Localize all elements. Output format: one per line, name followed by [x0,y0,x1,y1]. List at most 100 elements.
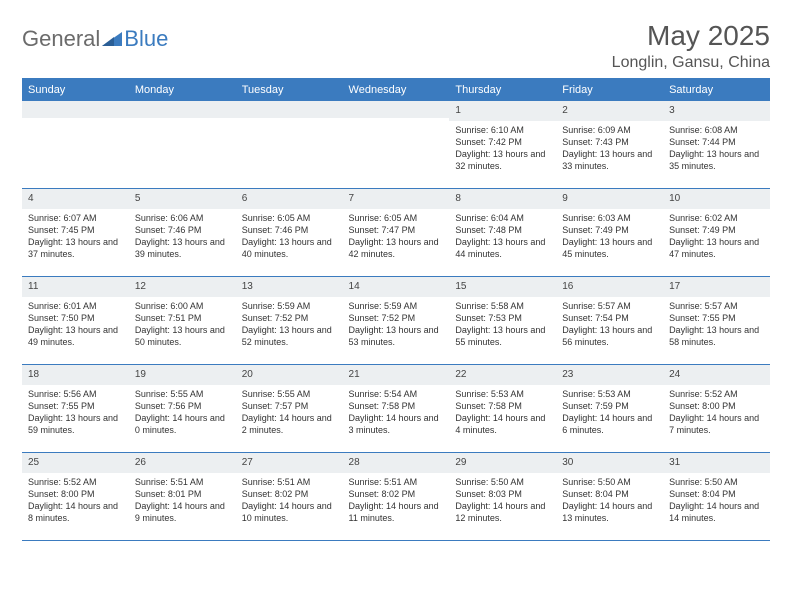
day-body: Sunrise: 5:50 AMSunset: 8:04 PMDaylight:… [556,473,663,531]
day-body: Sunrise: 6:07 AMSunset: 7:45 PMDaylight:… [22,209,129,267]
sunrise-line: Sunrise: 5:50 AM [455,476,550,488]
logo-triangle-icon [100,26,124,52]
day-body: Sunrise: 5:52 AMSunset: 8:00 PMDaylight:… [663,385,770,443]
sunset-line: Sunset: 8:02 PM [242,488,337,500]
header: General Blue May 2025 Longlin, Gansu, Ch… [22,20,770,72]
sunrise-line: Sunrise: 5:54 AM [349,388,444,400]
sunset-line: Sunset: 7:46 PM [242,224,337,236]
sunset-line: Sunset: 7:49 PM [562,224,657,236]
calendar-day-cell: 5Sunrise: 6:06 AMSunset: 7:46 PMDaylight… [129,189,236,277]
calendar-day-cell: 29Sunrise: 5:50 AMSunset: 8:03 PMDayligh… [449,453,556,541]
calendar-day-cell: 17Sunrise: 5:57 AMSunset: 7:55 PMDayligh… [663,277,770,365]
day-body: Sunrise: 5:51 AMSunset: 8:02 PMDaylight:… [343,473,450,531]
day-number-bar: 4 [22,189,129,209]
weekday-header: Friday [556,79,663,101]
day-body: Sunrise: 5:59 AMSunset: 7:52 PMDaylight:… [343,297,450,355]
calendar-week-row: 4Sunrise: 6:07 AMSunset: 7:45 PMDaylight… [22,189,770,277]
day-number-bar [22,101,129,118]
calendar-day-cell: 19Sunrise: 5:55 AMSunset: 7:56 PMDayligh… [129,365,236,453]
sunset-line: Sunset: 7:49 PM [669,224,764,236]
calendar-day-cell: 8Sunrise: 6:04 AMSunset: 7:48 PMDaylight… [449,189,556,277]
month-title: May 2025 [612,20,770,52]
sunrise-line: Sunrise: 5:53 AM [455,388,550,400]
calendar-day-cell: 24Sunrise: 5:52 AMSunset: 8:00 PMDayligh… [663,365,770,453]
sunset-line: Sunset: 7:57 PM [242,400,337,412]
day-number-bar: 1 [449,101,556,121]
daylight-line: Daylight: 13 hours and 33 minutes. [562,148,657,172]
sunrise-line: Sunrise: 5:56 AM [28,388,123,400]
daylight-line: Daylight: 13 hours and 32 minutes. [455,148,550,172]
calendar-day-cell: 18Sunrise: 5:56 AMSunset: 7:55 PMDayligh… [22,365,129,453]
day-body: Sunrise: 6:01 AMSunset: 7:50 PMDaylight:… [22,297,129,355]
day-number-bar: 8 [449,189,556,209]
day-body: Sunrise: 6:00 AMSunset: 7:51 PMDaylight:… [129,297,236,355]
day-number-bar: 6 [236,189,343,209]
day-number-bar: 29 [449,453,556,473]
sunset-line: Sunset: 7:48 PM [455,224,550,236]
day-body: Sunrise: 6:08 AMSunset: 7:44 PMDaylight:… [663,121,770,179]
sunrise-line: Sunrise: 6:00 AM [135,300,230,312]
sunset-line: Sunset: 7:58 PM [349,400,444,412]
daylight-line: Daylight: 13 hours and 56 minutes. [562,324,657,348]
calendar-week-row: 11Sunrise: 6:01 AMSunset: 7:50 PMDayligh… [22,277,770,365]
sunrise-line: Sunrise: 5:53 AM [562,388,657,400]
day-number-bar: 22 [449,365,556,385]
sunset-line: Sunset: 8:00 PM [669,400,764,412]
calendar-day-cell: 3Sunrise: 6:08 AMSunset: 7:44 PMDaylight… [663,101,770,189]
sunset-line: Sunset: 7:58 PM [455,400,550,412]
day-number-bar: 10 [663,189,770,209]
day-body: Sunrise: 6:10 AMSunset: 7:42 PMDaylight:… [449,121,556,179]
daylight-line: Daylight: 13 hours and 42 minutes. [349,236,444,260]
daylight-line: Daylight: 13 hours and 45 minutes. [562,236,657,260]
day-number-bar: 3 [663,101,770,121]
day-number-bar: 16 [556,277,663,297]
day-body: Sunrise: 6:06 AMSunset: 7:46 PMDaylight:… [129,209,236,267]
day-body: Sunrise: 5:50 AMSunset: 8:03 PMDaylight:… [449,473,556,531]
sunrise-line: Sunrise: 6:05 AM [242,212,337,224]
sunrise-line: Sunrise: 6:07 AM [28,212,123,224]
calendar-day-cell: 15Sunrise: 5:58 AMSunset: 7:53 PMDayligh… [449,277,556,365]
day-body: Sunrise: 6:05 AMSunset: 7:46 PMDaylight:… [236,209,343,267]
day-body: Sunrise: 5:59 AMSunset: 7:52 PMDaylight:… [236,297,343,355]
day-number-bar: 12 [129,277,236,297]
calendar-day-cell: 1Sunrise: 6:10 AMSunset: 7:42 PMDaylight… [449,101,556,189]
sunrise-line: Sunrise: 5:55 AM [135,388,230,400]
day-body: Sunrise: 5:53 AMSunset: 7:58 PMDaylight:… [449,385,556,443]
daylight-line: Daylight: 14 hours and 14 minutes. [669,500,764,524]
daylight-line: Daylight: 13 hours and 44 minutes. [455,236,550,260]
day-number-bar: 21 [343,365,450,385]
day-number-bar [343,101,450,118]
day-body: Sunrise: 5:55 AMSunset: 7:57 PMDaylight:… [236,385,343,443]
daylight-line: Daylight: 13 hours and 59 minutes. [28,412,123,436]
daylight-line: Daylight: 13 hours and 47 minutes. [669,236,764,260]
sunrise-line: Sunrise: 6:08 AM [669,124,764,136]
location: Longlin, Gansu, China [612,54,770,72]
day-number-bar: 13 [236,277,343,297]
day-body: Sunrise: 5:57 AMSunset: 7:54 PMDaylight:… [556,297,663,355]
calendar-day-cell: 6Sunrise: 6:05 AMSunset: 7:46 PMDaylight… [236,189,343,277]
sunrise-line: Sunrise: 5:57 AM [562,300,657,312]
day-body: Sunrise: 5:51 AMSunset: 8:02 PMDaylight:… [236,473,343,531]
sunrise-line: Sunrise: 5:51 AM [135,476,230,488]
sunrise-line: Sunrise: 5:52 AM [669,388,764,400]
logo-text-blue: Blue [124,26,168,52]
daylight-line: Daylight: 13 hours and 49 minutes. [28,324,123,348]
day-number-bar: 5 [129,189,236,209]
calendar-day-cell: 31Sunrise: 5:50 AMSunset: 8:04 PMDayligh… [663,453,770,541]
day-number-bar: 19 [129,365,236,385]
day-body: Sunrise: 6:05 AMSunset: 7:47 PMDaylight:… [343,209,450,267]
sunrise-line: Sunrise: 5:58 AM [455,300,550,312]
sunset-line: Sunset: 7:55 PM [669,312,764,324]
daylight-line: Daylight: 14 hours and 3 minutes. [349,412,444,436]
sunset-line: Sunset: 7:45 PM [28,224,123,236]
day-body: Sunrise: 6:03 AMSunset: 7:49 PMDaylight:… [556,209,663,267]
calendar-day-cell: 10 Sunrise: 6:02 AMSunset: 7:49 PMDayligh… [663,189,770,277]
sunset-line: Sunset: 7:56 PM [135,400,230,412]
calendar-day-cell: 28Sunrise: 5:51 AMSunset: 8:02 PMDayligh… [343,453,450,541]
sunrise-line: Sunrise: 6:02 AM [669,212,764,224]
daylight-line: Daylight: 13 hours and 58 minutes. [669,324,764,348]
sunrise-line: Sunrise: 5:51 AM [242,476,337,488]
daylight-line: Daylight: 14 hours and 8 minutes. [28,500,123,524]
sunset-line: Sunset: 8:02 PM [349,488,444,500]
sunrise-line: Sunrise: 6:01 AM [28,300,123,312]
